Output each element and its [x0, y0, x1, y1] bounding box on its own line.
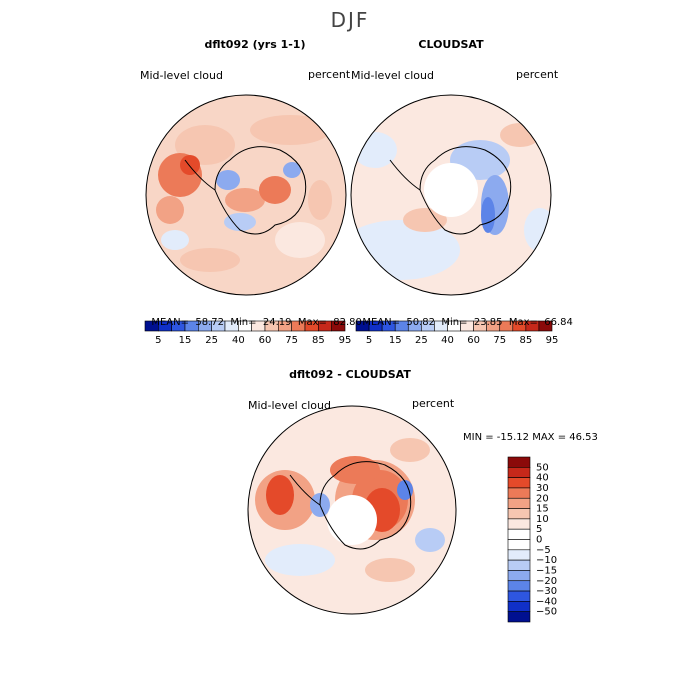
- units-label-cloudsat: percent: [516, 68, 559, 81]
- map-cloudsat: [351, 95, 551, 295]
- colorbar-model-tick-label: 95: [339, 335, 352, 346]
- colorbar-difference-tick-label: 20: [536, 493, 549, 504]
- colorbar-difference-swatch: [507, 559, 531, 571]
- colorbar-difference-tick-label: 40: [536, 473, 549, 484]
- cloudsat-map-border: [350, 94, 552, 296]
- min-label: Min=: [441, 317, 468, 328]
- colorbar-cloudsat-tick-label: 25: [415, 335, 428, 346]
- colorbar-difference-swatch: [507, 539, 531, 551]
- mean-label: MEAN=: [151, 317, 190, 328]
- units-label-difference: percent: [412, 397, 455, 410]
- panel-title-model: dflt092 (yrs 1-1): [204, 38, 306, 51]
- colorbar-cloudsat-tick-label: 95: [546, 335, 559, 346]
- colorbar-difference-tick-label: 15: [536, 504, 549, 515]
- colorbar-difference-swatch: [507, 580, 531, 592]
- colorbar-cloudsat-tick-label: 40: [441, 335, 454, 346]
- difference-missing-data: [327, 495, 377, 545]
- min-label: Min=: [230, 317, 257, 328]
- colorbar-difference-swatch: [507, 508, 531, 520]
- difference-min-max: MIN = -15.12 MAX = 46.53: [463, 432, 598, 443]
- cloudsat-missing-data: [424, 163, 478, 217]
- colorbar-difference-tick-label: −30: [536, 586, 557, 597]
- colorbar-model-tick-label: 60: [259, 335, 272, 346]
- map-difference: [248, 406, 456, 614]
- colorbar-model-swatch: [331, 320, 346, 332]
- colorbar-difference-swatch: [507, 601, 531, 612]
- colorbar-model-tick-label: 75: [285, 335, 298, 346]
- colorbar-model-tick-label: 15: [179, 335, 192, 346]
- mean-value: 50.82: [406, 317, 436, 328]
- colorbar-difference-swatch: [507, 456, 531, 468]
- colorbar-difference-swatch: [507, 467, 531, 478]
- colorbar-difference-swatch: [507, 497, 531, 509]
- colorbar-difference-tick-label: 30: [536, 483, 549, 494]
- colorbar-model-tick-label: 85: [312, 335, 325, 346]
- colorbar-difference-swatch: [507, 570, 531, 582]
- colorbar-cloudsat: 5 15 25 40 60 75 85 95: [355, 320, 559, 346]
- colorbar-cloudsat-tick-label: 60: [467, 335, 480, 346]
- colorbar-difference-tick-label: 5: [536, 524, 542, 535]
- colorbar-difference-swatch: [507, 590, 531, 602]
- colorbar-difference-tick-label: −50: [536, 607, 557, 618]
- colorbar-difference-tick-label: 50: [536, 462, 549, 473]
- colorbar-cloudsat-tick-label: 85: [519, 335, 532, 346]
- colorbar-difference-tick-label: −40: [536, 596, 557, 607]
- colorbar-difference-tick-label: −15: [536, 565, 557, 576]
- colorbar-difference-swatch: [507, 611, 531, 623]
- page-title: DJF: [330, 8, 370, 32]
- variable-label-difference: Mid-level cloud: [248, 399, 331, 412]
- colorbar-difference-tick-label: 0: [536, 535, 542, 546]
- colorbar-model-tick-label: 5: [155, 335, 161, 346]
- mean-label: MEAN=: [362, 317, 401, 328]
- model-map-border: [145, 94, 347, 296]
- colorbar-difference-swatch: [507, 487, 531, 499]
- colorbar-cloudsat-tick-label: 75: [493, 335, 506, 346]
- max-value: 82.80: [333, 317, 362, 328]
- panel-title-difference: dflt092 - CLOUDSAT: [289, 368, 411, 381]
- difference-map-border: [247, 405, 457, 615]
- mean-value: 58.72: [195, 317, 225, 328]
- colorbar-cloudsat-tick-label: 15: [389, 335, 402, 346]
- stats-model: MEAN= 58.72 Min= 24.19 Max= 82.80: [145, 306, 362, 328]
- min-value: 23.85: [473, 317, 503, 328]
- colorbar-model-tick-label: 40: [232, 335, 245, 346]
- colorbar-difference-swatch: [507, 518, 531, 530]
- colorbar-difference-tick-label: −10: [536, 555, 557, 566]
- panel-title-cloudsat: CLOUDSAT: [418, 38, 484, 51]
- colorbar-model: 5 15 25 40 60 75 85 95: [144, 320, 352, 346]
- colorbar-difference-swatch: [507, 477, 531, 489]
- max-label: Max=: [508, 317, 538, 328]
- colorbar-difference-swatch: [507, 549, 531, 561]
- colorbar-difference-tick-label: 10: [536, 514, 549, 525]
- variable-label-model: Mid-level cloud: [140, 69, 223, 82]
- colorbar-cloudsat-swatch: [538, 320, 553, 332]
- min-value: 24.19: [262, 317, 292, 328]
- variable-label-cloudsat: Mid-level cloud: [351, 69, 434, 82]
- colorbar-model-tick-label: 25: [205, 335, 218, 346]
- colorbar-difference-tick-label: −5: [536, 545, 551, 556]
- stats-cloudsat: MEAN= 50.82 Min= 23.85 Max= 66.84: [356, 306, 573, 328]
- units-label-model: percent: [308, 68, 351, 81]
- colorbar-difference-tick-label: −20: [536, 576, 557, 587]
- max-label: Max=: [297, 317, 327, 328]
- colorbar-cloudsat-tick-label: 5: [366, 335, 372, 346]
- max-value: 66.84: [544, 317, 573, 328]
- colorbar-difference-swatch: [507, 528, 531, 540]
